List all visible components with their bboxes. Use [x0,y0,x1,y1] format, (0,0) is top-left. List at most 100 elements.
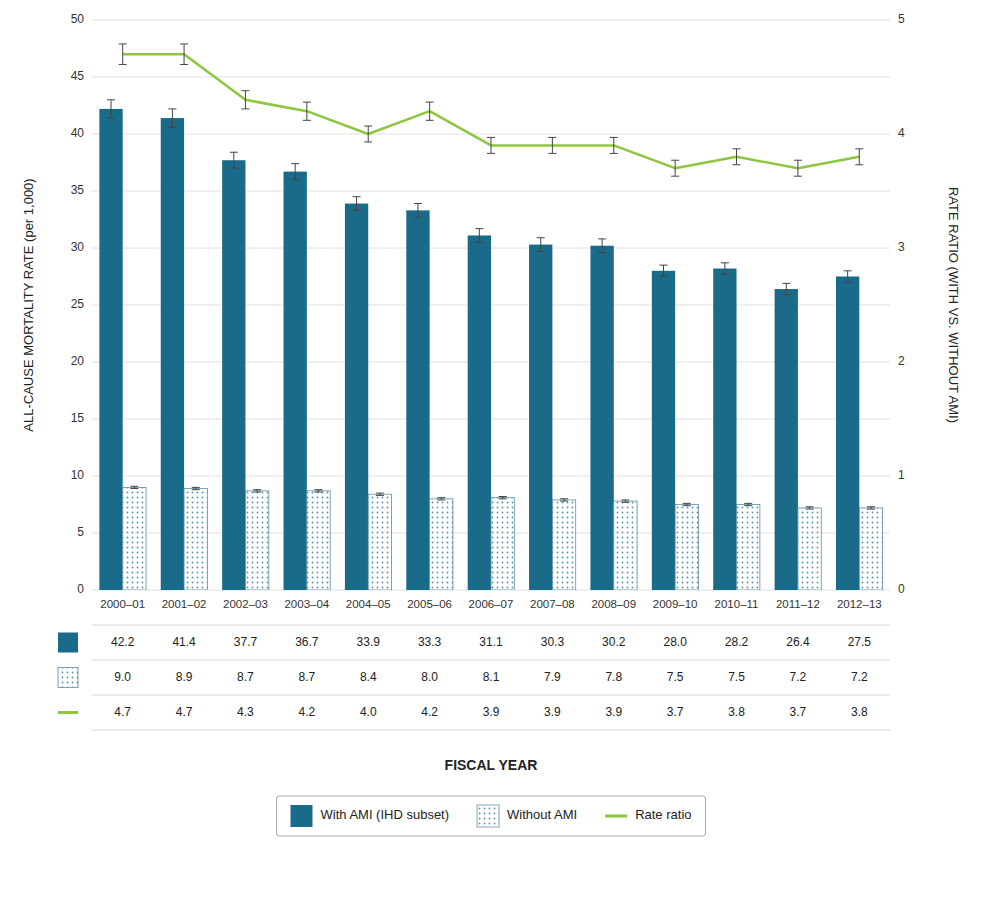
legend: With AMI (IHD subset)Without AMIRate rat… [276,796,705,836]
y2-axis-label: RATE RATIO (WITH VS. WITHOUT AMI) [946,187,961,423]
y-tick-label: 20 [71,354,85,368]
error-bar [315,490,323,492]
y2-tick-label: 4 [898,126,905,140]
data-label: 7.8 [605,670,622,684]
data-label: 31.1 [479,635,503,649]
error-bar [855,149,863,165]
bar [675,505,698,591]
bar [859,508,882,590]
y-tick-label: 25 [71,297,85,311]
bar [307,491,330,590]
error-bar [806,507,814,509]
error-bar [253,490,261,492]
bar [368,494,391,590]
error-bar [548,137,556,153]
error-bar [659,265,667,276]
y2-tick-label: 5 [898,12,905,26]
x-tick-label: 2003–04 [284,598,329,610]
data-label: 4.0 [360,705,377,719]
error-bar [867,507,875,509]
y-tick-label: 15 [71,411,85,425]
legend-key [58,668,78,688]
x-tick-label: 2000–01 [100,598,145,610]
data-label: 4.3 [237,705,254,719]
error-bar [437,498,445,500]
legend-label: Without AMI [507,807,577,822]
error-bar [376,493,384,495]
data-label: 7.2 [790,670,807,684]
y-tick-label: 45 [71,69,85,83]
legend-key [58,633,78,653]
grid-line [92,134,890,135]
bar [713,269,736,590]
data-label: 30.3 [541,635,565,649]
error-bar [537,238,545,252]
error-bar [130,486,138,488]
data-label: 9.0 [114,670,131,684]
data-label: 7.2 [851,670,868,684]
data-label: 3.8 [728,705,745,719]
bar [222,160,245,590]
bar [245,491,268,590]
data-label: 26.4 [786,635,810,649]
error-bar [364,126,372,142]
error-bar [475,229,483,243]
y-tick-label: 30 [71,240,85,254]
y-axis-label: ALL-CAUSE MORTALITY RATE (per 1,000) [21,178,36,431]
data-label: 4.2 [299,705,316,719]
error-bar [598,239,606,253]
legend-item: Without AMI [477,805,577,827]
error-bar [119,44,127,65]
data-label: 4.7 [114,705,131,719]
y-tick-label: 0 [77,582,84,596]
x-tick-label: 2004–05 [346,598,391,610]
data-label: 3.7 [790,705,807,719]
error-bar [671,160,679,176]
bar [652,271,675,590]
legend-key [290,805,312,827]
legend-label: Rate ratio [635,807,691,822]
y2-tick-label: 2 [898,354,905,368]
y-tick-label: 50 [71,12,85,26]
data-label: 30.2 [602,635,626,649]
x-tick-label: 2001–02 [162,598,207,610]
table-rule [92,625,890,626]
bar [430,499,453,590]
data-label: 3.8 [851,705,868,719]
error-bar [241,91,249,109]
bar [529,245,552,590]
data-label: 33.9 [357,635,381,649]
data-label: 41.4 [172,635,196,649]
error-bar [560,499,568,501]
error-bar [683,503,691,505]
error-bar [192,487,200,489]
x-tick-label: 2012–13 [837,598,882,610]
data-label: 8.7 [299,670,316,684]
x-tick-label: 2010–11 [715,598,759,610]
x-tick-label: 2007–08 [530,598,575,610]
data-label: 4.7 [176,705,193,719]
x-tick-label: 2008–09 [591,598,636,610]
error-bar [794,160,802,176]
error-bar [733,149,741,165]
bar [184,489,207,590]
data-label: 28.2 [725,635,749,649]
y2-tick-label: 3 [898,240,905,254]
bar [468,235,491,590]
grid [92,20,890,590]
error-bar [426,102,434,120]
data-label: 8.7 [237,670,254,684]
data-label: 7.5 [728,670,745,684]
data-label: 3.7 [667,705,684,719]
y-tick-label: 35 [71,183,85,197]
x-tick-label: 2005–06 [407,598,452,610]
data-label: 8.0 [421,670,438,684]
legend-key [605,815,627,818]
legend-key [477,805,499,827]
y2-tick-label: 0 [898,582,905,596]
error-bar [168,109,176,127]
x-tick-label: 2006–07 [469,598,514,610]
grid-line [92,77,890,78]
data-label: 8.9 [176,670,193,684]
ratio-line [123,54,860,168]
